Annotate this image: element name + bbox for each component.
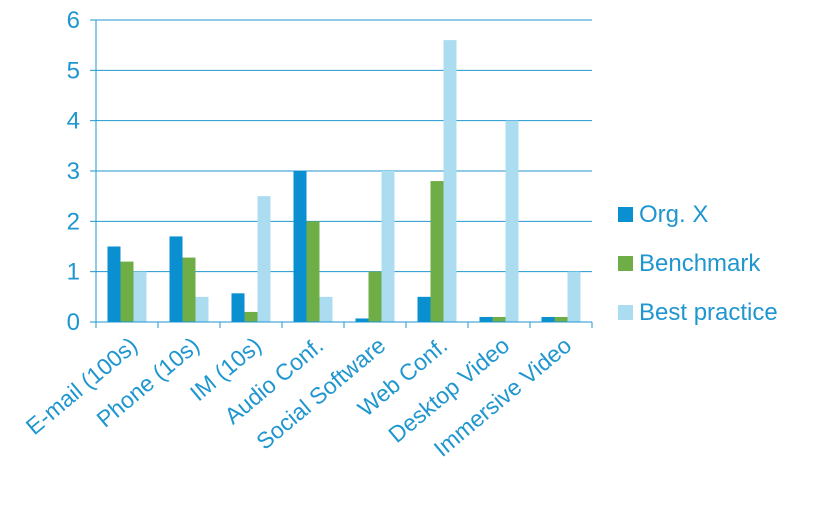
bar-benchmark	[430, 181, 444, 322]
bar-org-x	[417, 296, 431, 322]
y-tick-label: 6	[67, 7, 80, 34]
bar-benchmark	[306, 221, 320, 322]
y-tick-label: 0	[67, 309, 80, 336]
bar-best-practice	[443, 40, 457, 323]
legend: Org. X Benchmark Best practice	[618, 201, 817, 348]
y-tick-label: 2	[67, 208, 80, 235]
y-tick-label: 5	[67, 57, 80, 84]
bar-org-x	[355, 318, 369, 322]
bar-benchmark	[368, 271, 382, 322]
bar-benchmark	[182, 257, 196, 322]
y-tick-label: 3	[67, 158, 80, 185]
axes	[90, 19, 593, 328]
bar-best-practice	[505, 120, 519, 323]
bar-series	[107, 40, 581, 323]
legend-label-org-x: Org. X	[639, 201, 709, 228]
bar-org-x	[169, 236, 183, 322]
y-tick-label: 4	[67, 108, 80, 135]
bar-best-practice	[133, 271, 147, 322]
y-axis-tick-labels: 0 1 2 3 4 5 6	[67, 7, 80, 336]
bar-benchmark	[120, 261, 134, 322]
bar-org-x	[231, 293, 245, 322]
legend-item-best-practice: Best practice	[618, 299, 817, 326]
legend-label-best-practice: Best practice	[639, 299, 778, 326]
bar-best-practice	[381, 171, 395, 322]
bar-best-practice	[195, 296, 209, 322]
legend-swatch-best-practice	[618, 305, 633, 320]
bar-benchmark	[554, 316, 568, 322]
bar-benchmark	[244, 311, 258, 322]
x-axis-tick-labels: E-mail (100s)Phone (10s)IM (10s)Audio Co…	[21, 332, 576, 462]
bar-org-x	[479, 316, 493, 322]
bar-org-x	[293, 171, 307, 322]
legend-item-benchmark: Benchmark	[618, 250, 817, 277]
y-tick-label: 1	[67, 259, 80, 286]
legend-item-org-x: Org. X	[618, 201, 817, 228]
bar-benchmark	[492, 316, 506, 322]
legend-label-benchmark: Benchmark	[639, 250, 761, 277]
legend-swatch-benchmark	[618, 256, 633, 271]
legend-swatch-org-x	[618, 207, 633, 222]
bar-best-practice	[567, 271, 581, 322]
bar-best-practice	[319, 296, 333, 322]
bar-org-x	[107, 246, 121, 322]
bar-org-x	[541, 316, 555, 322]
bar-best-practice	[257, 196, 271, 322]
